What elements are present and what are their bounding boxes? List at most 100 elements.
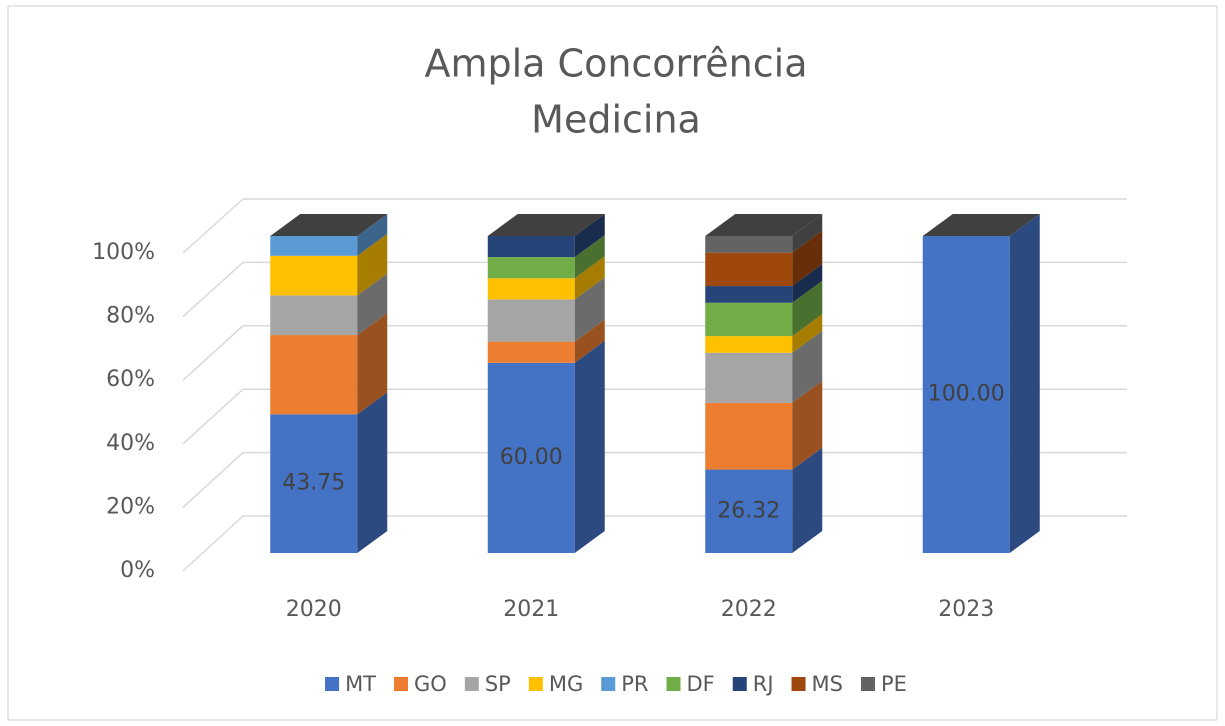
bar-front xyxy=(705,252,793,287)
x-tick-label: 2020 xyxy=(286,597,342,622)
bar-front xyxy=(487,257,575,279)
bar-front xyxy=(487,278,575,300)
legend-swatch xyxy=(791,677,806,691)
bar-side xyxy=(792,214,823,253)
legend-swatch xyxy=(732,677,747,691)
bar-segment xyxy=(487,235,605,279)
legend-swatch xyxy=(528,677,543,691)
bar-side xyxy=(792,330,823,403)
legend-label: SP xyxy=(485,672,511,696)
bar-front xyxy=(270,236,358,256)
bar-segment xyxy=(270,273,388,336)
bar-side xyxy=(792,447,823,553)
x-tick-label: 2023 xyxy=(938,597,994,622)
bar-side xyxy=(1009,214,1040,553)
bar-side xyxy=(357,273,388,336)
bar-front xyxy=(487,235,575,258)
y-tick-label: 40% xyxy=(106,431,155,456)
bar-side xyxy=(357,233,388,296)
chart-subtitle: Medicina xyxy=(531,98,701,142)
data-label: 100.00 xyxy=(928,382,1005,407)
grid-line-depth xyxy=(182,198,244,254)
bar-segment xyxy=(487,256,605,300)
y-tick-label: 0% xyxy=(120,558,155,583)
bar-segment xyxy=(487,277,605,342)
bar-front xyxy=(922,236,1010,553)
legend-label: RJ xyxy=(753,672,774,696)
bar-front xyxy=(705,352,793,403)
bar-top xyxy=(487,213,605,236)
legend-swatch xyxy=(601,677,616,691)
bar-side xyxy=(792,380,823,470)
bar-front xyxy=(705,236,793,253)
bar-segment xyxy=(705,447,823,553)
grid-line-depth xyxy=(182,388,244,445)
bar-segment xyxy=(705,380,823,470)
grid-line-depth xyxy=(182,515,244,572)
bar-top xyxy=(922,214,1040,236)
bar-front xyxy=(705,469,793,553)
bar-front xyxy=(270,335,358,415)
bar-segment xyxy=(705,230,823,287)
data-label: 60.00 xyxy=(500,445,563,470)
bar-segment xyxy=(270,214,388,256)
legend-label: PR xyxy=(621,672,648,696)
bar-side xyxy=(357,214,388,256)
legend-label: GO xyxy=(414,672,447,696)
bar-segment xyxy=(705,314,823,353)
chart-title: Ampla Concorrência xyxy=(424,42,807,86)
bar-front xyxy=(487,341,575,363)
bar-side xyxy=(792,230,823,287)
grid-line-depth xyxy=(182,261,244,318)
legend-label: MS xyxy=(812,672,843,696)
bar-segment xyxy=(270,233,388,296)
bar-segment xyxy=(705,330,823,403)
bar-segment xyxy=(270,392,388,553)
legend-label: MG xyxy=(549,672,583,696)
y-tick-label: 100% xyxy=(92,240,155,265)
bar-side xyxy=(574,256,605,300)
bar-front xyxy=(705,286,793,303)
bar-segment xyxy=(705,280,823,337)
bar-segment xyxy=(270,313,388,415)
x-tick-label: 2022 xyxy=(721,597,777,622)
legend: MT GO SP MG PR DF RJ MS PE xyxy=(325,672,907,696)
legend-swatch xyxy=(666,677,681,691)
bar-top xyxy=(270,214,388,236)
bar-segment xyxy=(487,340,605,553)
bar-side xyxy=(574,213,605,258)
bar-side xyxy=(574,277,605,342)
y-tick-label: 20% xyxy=(106,494,155,519)
legend-label: MT xyxy=(345,672,376,696)
bar-segment xyxy=(487,213,605,258)
bar-side xyxy=(792,314,823,353)
bar-side xyxy=(574,235,605,279)
data-label: 43.75 xyxy=(282,471,345,496)
bar-front xyxy=(705,402,793,470)
y-tick-label: 60% xyxy=(106,367,155,392)
legend-swatch xyxy=(861,677,875,691)
bar-side xyxy=(357,392,388,553)
bar-side xyxy=(357,313,388,415)
bar-segment xyxy=(705,214,823,253)
legend-swatch xyxy=(394,677,409,691)
bar-top xyxy=(705,214,823,236)
y-tick-label: 80% xyxy=(106,304,155,329)
data-label: 26.32 xyxy=(717,498,780,523)
bar-side xyxy=(574,319,605,363)
bar-front xyxy=(487,299,575,342)
bar-segment xyxy=(487,319,605,363)
legend-swatch xyxy=(325,677,340,691)
legend-swatch xyxy=(464,677,479,691)
grid-line-depth xyxy=(182,452,244,508)
grid-line-depth xyxy=(182,325,244,381)
bar-segment xyxy=(705,264,823,303)
bar-side xyxy=(792,264,823,303)
bar-front xyxy=(705,302,793,337)
bar-front xyxy=(487,362,575,553)
bar-segment xyxy=(922,214,1040,553)
bar-front xyxy=(270,414,358,553)
bar-side xyxy=(574,340,605,553)
bar-front xyxy=(270,295,358,336)
